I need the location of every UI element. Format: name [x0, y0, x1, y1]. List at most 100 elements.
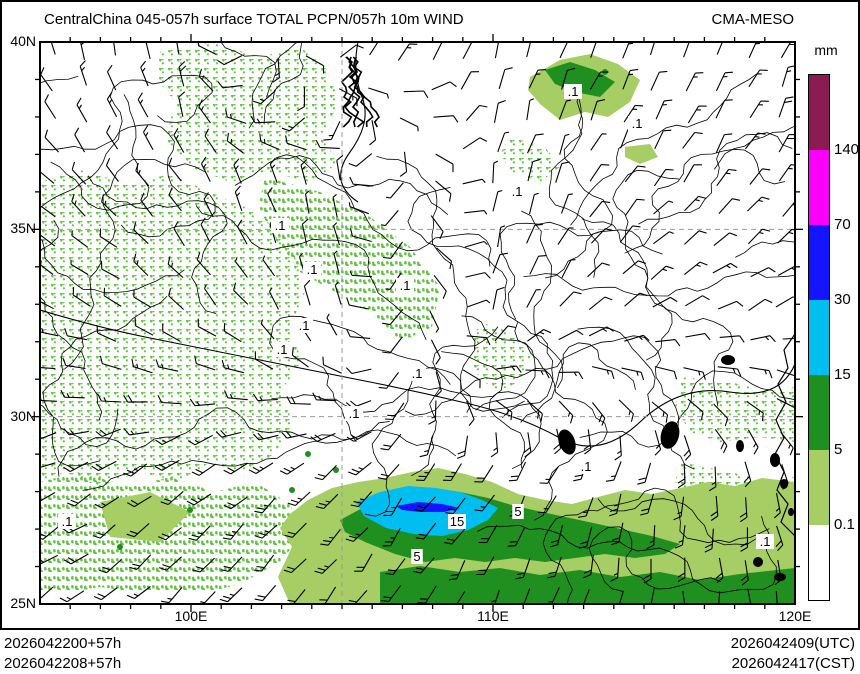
- wind-barb: [683, 367, 706, 380]
- contour-label: .1: [508, 184, 526, 199]
- wind-barb: [234, 257, 248, 278]
- wind-barb: [526, 98, 535, 121]
- wind-barb: [233, 158, 242, 184]
- contour-label: .1: [577, 459, 595, 474]
- wind-barb: [380, 210, 399, 227]
- wind-barb: [322, 356, 342, 374]
- wind-barb: [304, 190, 310, 214]
- wind-barb: [495, 399, 513, 421]
- contour-label: .1: [396, 278, 414, 293]
- wind-barb: [143, 125, 154, 151]
- wind-barb: [127, 495, 152, 508]
- svg-text:.1: .1: [760, 534, 771, 549]
- wind-barb: [63, 428, 89, 436]
- colorbar-level-label: 0.1: [834, 516, 855, 533]
- wind-barb: [137, 92, 149, 118]
- wind-barb: [350, 491, 373, 508]
- colorbar-level-label: 70: [834, 216, 851, 233]
- wind-barb: [40, 226, 56, 247]
- wind-barb: [200, 217, 211, 243]
- wind-barb: [558, 400, 574, 424]
- wind-barb: [259, 133, 280, 151]
- wind-barb: [135, 163, 150, 187]
- wind-barb: [338, 88, 358, 107]
- wind-barb: [431, 81, 457, 91]
- wind-barb: [685, 333, 711, 341]
- wind-barb: [614, 435, 622, 461]
- wind-barb: [719, 335, 745, 343]
- wind-barb: [113, 42, 117, 56]
- wind-barb: [496, 365, 522, 373]
- wind-barb: [778, 133, 795, 153]
- lake: [774, 573, 786, 581]
- wind-barb: [774, 559, 782, 586]
- wind-barb: [649, 42, 656, 56]
- wind-barb: [225, 108, 247, 124]
- wind-barb: [99, 355, 122, 370]
- wind-barb: [281, 430, 307, 439]
- wind-barb: [62, 357, 86, 370]
- wind-barb: [312, 392, 337, 402]
- wind-barb: [445, 497, 466, 515]
- lake: [770, 453, 780, 467]
- wind-barb: [559, 291, 582, 307]
- contour-label: .1: [756, 534, 774, 549]
- wind-barb: [608, 493, 622, 517]
- wind-barb: [168, 187, 182, 212]
- wind-barb: [333, 250, 340, 274]
- wind-barb: [315, 139, 340, 149]
- wind-barb: [92, 524, 116, 539]
- wind-barb: [189, 398, 215, 407]
- wind-barb: [430, 339, 441, 365]
- wind-barb: [79, 60, 88, 86]
- wind-barb: [283, 558, 307, 574]
- wind-barb: [284, 589, 306, 604]
- wind-barb: [382, 336, 403, 354]
- wind-barb: [618, 590, 624, 604]
- wind-barb: [580, 589, 590, 604]
- wind-barb: [623, 104, 644, 123]
- wind-barb: [655, 99, 673, 120]
- contour-label: .1: [303, 262, 321, 277]
- model-name: CMA-MESO: [711, 11, 795, 28]
- wind-barb: [50, 42, 56, 55]
- svg-text:.1: .1: [307, 262, 318, 277]
- wind-barb: [654, 366, 678, 380]
- wind-barb: [70, 259, 89, 276]
- wind-barb: [105, 157, 119, 182]
- wind-barb: [162, 323, 181, 342]
- wind-barb: [610, 557, 620, 582]
- wind-barb: [248, 462, 274, 474]
- wind-barb: [780, 464, 789, 490]
- wind-barb: [71, 161, 87, 185]
- wind-barb: [435, 371, 442, 397]
- svg-text:.1: .1: [581, 459, 592, 474]
- wind-barb: [194, 355, 216, 371]
- contour-label: 5: [411, 549, 423, 564]
- wind-barb: [444, 528, 466, 545]
- wind-barb: [590, 99, 606, 121]
- wind-barb: [345, 590, 368, 604]
- wind-barb: [287, 491, 311, 507]
- wind-barb: [40, 462, 56, 469]
- wind-barb: [462, 42, 473, 59]
- wind-barb: [643, 559, 652, 584]
- wind-barb: [558, 329, 584, 341]
- wind-barb: [624, 334, 650, 342]
- wind-barb: [713, 403, 729, 427]
- wind-barb: [44, 94, 57, 119]
- wind-barb: [539, 466, 559, 484]
- wind-barb: [717, 366, 742, 377]
- wind-barb: [750, 335, 776, 343]
- wind-barb: [417, 585, 437, 604]
- wind-barb: [497, 225, 506, 248]
- wind-barb: [682, 590, 686, 604]
- wind-barb: [348, 153, 373, 167]
- wind-barb: [684, 230, 707, 245]
- light-precip-speckle-region: [155, 42, 340, 182]
- lat-tick-label: 30N: [10, 407, 36, 424]
- svg-text:.1: .1: [632, 116, 643, 131]
- lon-tick-label: 110E: [477, 608, 509, 624]
- wind-barb: [173, 221, 185, 247]
- colorbar-segment: [809, 225, 829, 300]
